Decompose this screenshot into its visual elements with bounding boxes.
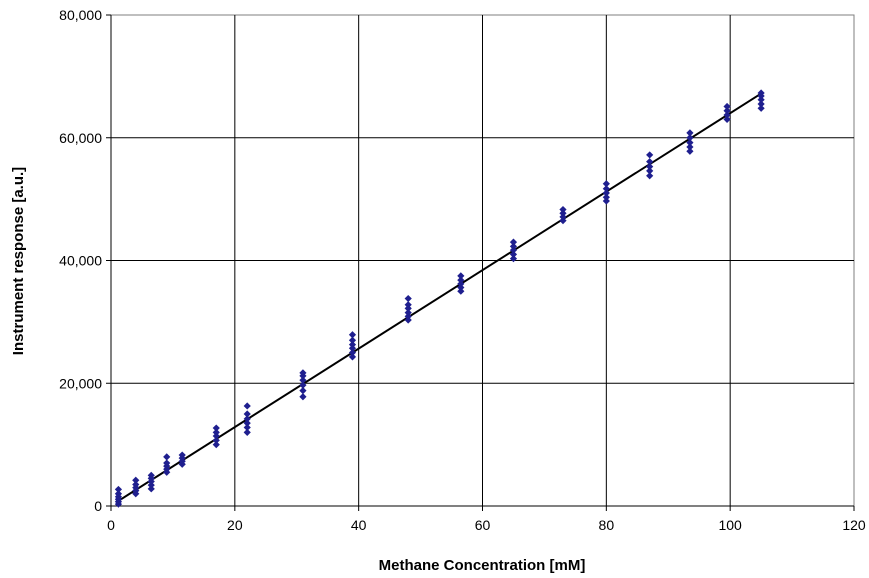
x-tick-label: 40 xyxy=(351,517,367,533)
data-point xyxy=(602,197,610,205)
data-point xyxy=(757,89,765,97)
data-point xyxy=(299,381,307,389)
y-tick-label: 0 xyxy=(94,498,102,514)
data-point xyxy=(559,209,567,217)
data-point xyxy=(404,316,412,324)
data-point xyxy=(757,100,765,108)
data-point xyxy=(404,309,412,317)
data-point xyxy=(646,162,654,171)
data-point xyxy=(299,387,307,395)
data-point xyxy=(348,348,357,357)
data-point xyxy=(114,490,123,498)
data-point xyxy=(163,459,171,467)
data-point xyxy=(723,102,731,111)
data-point xyxy=(348,340,357,349)
data-point xyxy=(147,481,155,489)
data-point xyxy=(243,402,251,410)
data-point xyxy=(404,304,412,312)
data-point xyxy=(509,250,518,258)
data-point xyxy=(509,238,518,246)
data-point xyxy=(178,451,186,459)
data-point xyxy=(509,255,518,263)
data-point xyxy=(348,331,357,339)
data-point xyxy=(132,480,140,489)
y-tick-label: 80,000 xyxy=(59,7,102,23)
data-point xyxy=(602,193,610,201)
data-point xyxy=(404,294,412,303)
y-tick-label: 60,000 xyxy=(59,130,102,146)
data-point xyxy=(212,432,220,440)
data-point xyxy=(757,96,765,104)
data-point xyxy=(457,280,465,288)
data-point xyxy=(457,283,465,292)
data-point xyxy=(212,441,220,449)
data-point xyxy=(163,453,171,461)
data-points xyxy=(114,89,765,508)
data-point xyxy=(404,301,412,309)
data-point xyxy=(646,172,654,180)
data-point xyxy=(686,139,694,147)
data-point xyxy=(147,485,155,493)
data-point xyxy=(559,217,567,225)
data-point xyxy=(348,344,357,352)
data-point xyxy=(646,167,654,175)
data-point xyxy=(686,134,694,142)
data-point xyxy=(299,369,307,377)
data-point xyxy=(723,111,731,119)
y-axis-title: Instrument response [a.u.] xyxy=(10,167,27,355)
data-point xyxy=(243,428,251,436)
x-tick-label: 20 xyxy=(227,517,243,533)
data-point xyxy=(348,336,357,344)
data-point xyxy=(602,189,610,197)
data-point xyxy=(686,129,694,137)
data-point xyxy=(299,376,307,384)
data-point xyxy=(757,104,765,112)
data-point xyxy=(243,423,251,432)
data-point xyxy=(509,246,518,254)
data-point xyxy=(457,272,465,280)
x-tick-label: 60 xyxy=(475,517,491,533)
data-point xyxy=(212,428,220,436)
data-point xyxy=(602,180,610,188)
x-axis-title: Methane Concentration [mM] xyxy=(379,557,586,574)
data-point xyxy=(243,415,251,423)
data-point xyxy=(646,151,654,159)
x-tick-label: 120 xyxy=(842,517,866,533)
y-tick-label: 40,000 xyxy=(59,253,102,269)
data-point xyxy=(299,393,307,401)
data-point xyxy=(686,147,694,155)
data-point xyxy=(243,410,251,418)
data-point xyxy=(559,213,567,221)
x-tick-label: 100 xyxy=(718,517,742,533)
data-point xyxy=(348,353,357,361)
x-tick-label: 0 xyxy=(107,517,115,533)
y-axis-ticks: 0 20,000 40,000 60,000 80,000 xyxy=(59,7,111,514)
x-tick-label: 80 xyxy=(599,517,615,533)
linear-fit-line xyxy=(116,92,762,503)
data-point xyxy=(457,276,465,284)
data-point xyxy=(114,485,123,494)
x-axis-ticks: 0 20 40 60 80 100 120 xyxy=(107,506,866,533)
data-point xyxy=(602,185,610,193)
data-point xyxy=(723,107,731,115)
data-point xyxy=(132,476,140,484)
data-point xyxy=(147,471,155,479)
data-point xyxy=(243,419,251,427)
data-point xyxy=(212,436,220,444)
y-tick-label: 20,000 xyxy=(59,375,102,391)
data-point xyxy=(723,115,731,123)
trend-line xyxy=(116,92,762,503)
data-point xyxy=(509,242,518,250)
data-point xyxy=(646,158,654,166)
data-point xyxy=(404,312,412,320)
data-point xyxy=(212,424,220,432)
data-point xyxy=(457,287,465,295)
data-point xyxy=(686,143,694,151)
data-point xyxy=(559,205,567,214)
